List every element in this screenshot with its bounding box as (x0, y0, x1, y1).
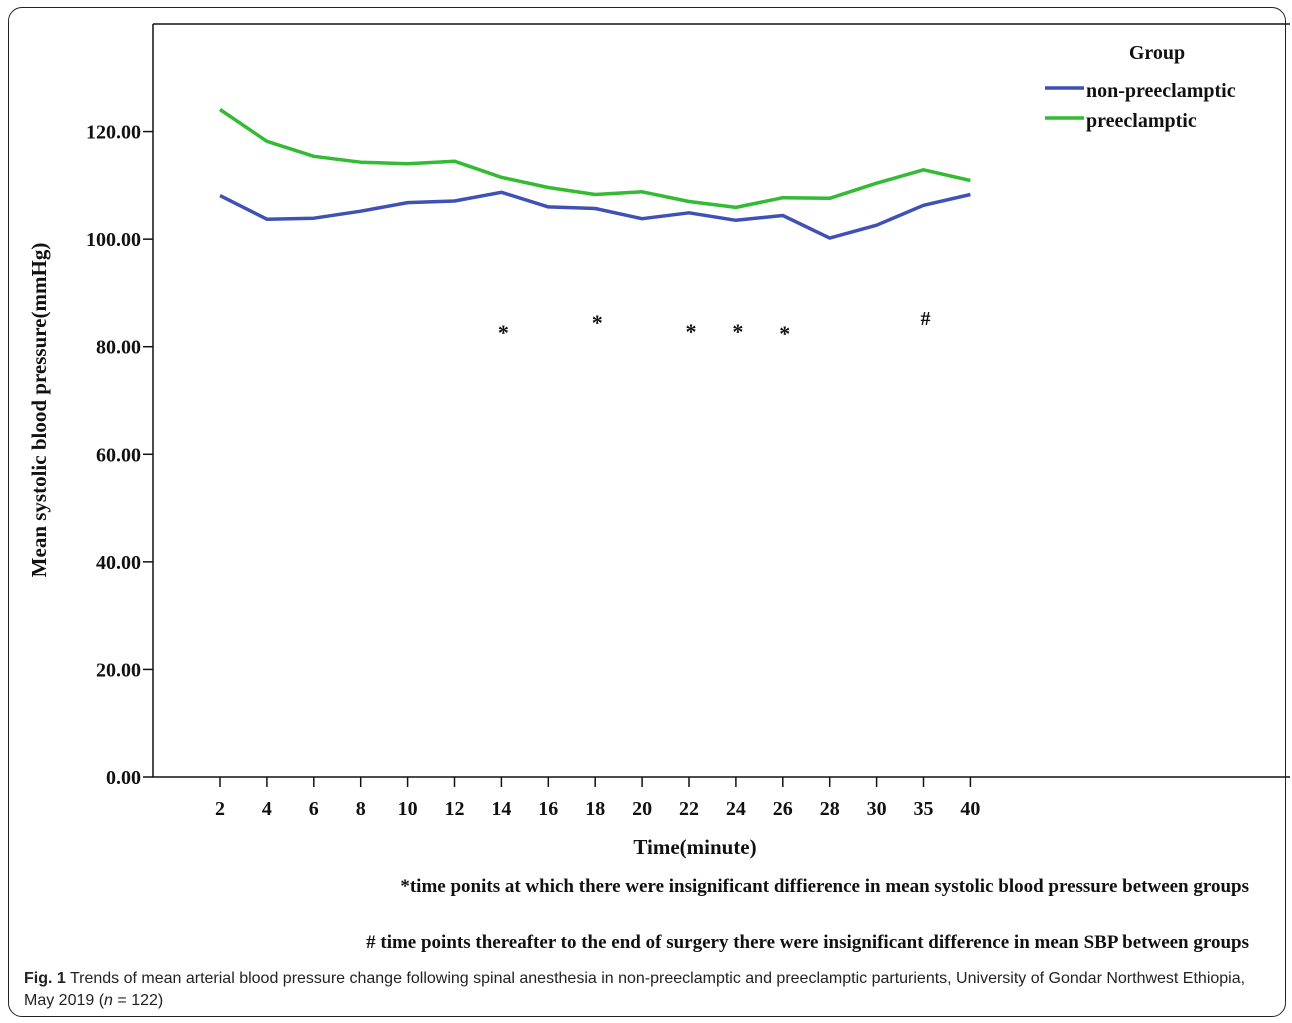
legend-label-preeclamptic: preeclamptic (1086, 110, 1197, 132)
x-tick-label: 12 (445, 798, 465, 820)
x-tick-label: 20 (632, 798, 652, 820)
x-tick-label: 8 (356, 798, 366, 820)
x-tick-label: 24 (726, 798, 746, 820)
note-hash: # time points thereafter to the end of s… (366, 932, 1249, 953)
plot-area (152, 23, 1290, 778)
y-axis-label: Mean systolic blood pressure(mmHg) (27, 243, 51, 578)
x-tick-label: 28 (820, 798, 840, 820)
figure-caption: Fig. 1 Trends of mean arterial blood pre… (24, 968, 1274, 1012)
x-tick-label: 35 (914, 798, 934, 820)
x-tick-label: 18 (585, 798, 605, 820)
x-tick-label: 4 (262, 798, 272, 820)
caption-n-value: = 122) (112, 992, 164, 1009)
x-tick-label: 30 (867, 798, 887, 820)
series-line-preeclamptic (219, 108, 971, 210)
caption-text: Trends of mean arterial blood pressure c… (24, 970, 1246, 1009)
legend-label-non-preeclamptic: non-preeclamptic (1086, 80, 1236, 102)
x-tick-label: 40 (960, 798, 980, 820)
legend-title: Group (1129, 42, 1185, 64)
x-tick-label: 16 (538, 798, 558, 820)
y-tick-label: 20.00 (96, 659, 141, 681)
x-tick-label: 26 (773, 798, 793, 820)
x-axis-label: Time(minute) (633, 835, 756, 859)
caption-n-symbol: n (104, 992, 113, 1009)
x-tick-label: 2 (215, 798, 225, 820)
series-line-non-preeclamptic (219, 190, 971, 240)
caption-label: Fig. 1 (24, 970, 66, 987)
significance-marker: * (779, 321, 790, 346)
y-tick-label: 80.00 (96, 337, 141, 359)
x-tick-label: 6 (309, 798, 319, 820)
y-tick-label: 60.00 (96, 444, 141, 466)
significance-marker: * (686, 319, 697, 344)
figure-frame (8, 7, 1286, 1017)
x-tick-label: 14 (491, 798, 511, 820)
x-tick-label: 10 (398, 798, 418, 820)
series-lines (219, 108, 971, 240)
y-tick-label: 100.00 (86, 229, 141, 251)
y-tick-label: 120.00 (86, 122, 141, 144)
significance-markers: * * * * * # (498, 308, 931, 346)
significance-marker: * (592, 310, 603, 335)
x-tick-label: 22 (679, 798, 699, 820)
x-axis-ticks: 2 4 6 8 10 12 14 16 18 20 22 24 26 28 30 35 40 (215, 777, 980, 820)
note-asterisk: *time ponits at which there were insigni… (400, 876, 1249, 897)
y-tick-label: 40.00 (96, 552, 141, 574)
y-tick-label: 0.00 (106, 767, 141, 789)
significance-marker: * (498, 320, 509, 345)
legend: Group non-preeclamptic preeclamptic (1045, 42, 1236, 132)
significance-marker: # (921, 308, 931, 330)
y-axis-ticks: 0.00 20.00 40.00 60.00 80.00 100.00 120.00 (86, 122, 153, 789)
significance-marker: * (732, 319, 743, 344)
